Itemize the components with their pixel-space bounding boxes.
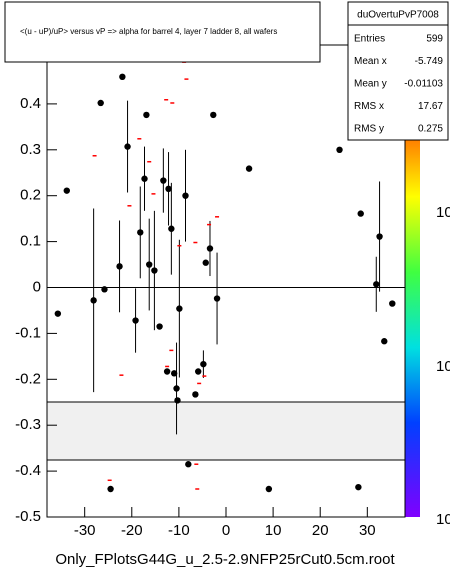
- y-tick-label: 0.4: [20, 95, 41, 112]
- point: [213, 295, 221, 302]
- point: [357, 210, 364, 217]
- point: [355, 483, 362, 491]
- point: [151, 267, 158, 274]
- point: [107, 485, 114, 493]
- point: [97, 99, 104, 107]
- point: [373, 281, 380, 288]
- stats-value: 0.275: [418, 124, 443, 135]
- point: [160, 177, 167, 184]
- x-tick-label: -30: [74, 522, 96, 539]
- stats-label: Mean y: [354, 79, 387, 90]
- footer: Only_FPlotsG44G_u_2.5-2.9NFP25rCut0.5cm.…: [55, 551, 395, 568]
- stats-value: -5.749: [415, 56, 444, 67]
- y-tick-label: 0: [33, 278, 41, 295]
- point: [336, 146, 343, 153]
- point: [141, 175, 148, 182]
- y-tick-label: -0.3: [15, 416, 41, 433]
- title-box: [4, 1, 321, 63]
- point: [200, 360, 207, 368]
- overlay-box: [46, 401, 406, 461]
- x-tick-label: -10: [168, 522, 190, 539]
- stats-name: duOvertuPvP7008: [357, 10, 439, 21]
- x-tick-label: 0: [222, 522, 230, 539]
- point: [90, 297, 97, 304]
- y-tick-label: -0.2: [15, 370, 41, 387]
- point: [265, 485, 273, 493]
- palette-label: 10: [436, 204, 450, 221]
- x-tick-label: 30: [359, 522, 376, 539]
- x-tick-label: 10: [265, 522, 282, 539]
- y-tick-label: 0.3: [20, 141, 41, 158]
- point: [206, 245, 214, 252]
- point: [143, 111, 150, 119]
- point: [116, 263, 123, 270]
- stats-value: -0.01103: [404, 79, 443, 90]
- point: [381, 338, 388, 345]
- stats-label: Mean x: [354, 56, 387, 67]
- y-tick-label: -0.5: [15, 508, 41, 525]
- point: [124, 143, 131, 150]
- y-tick-label: -0.4: [15, 462, 41, 479]
- stats-label: RMS y: [354, 124, 384, 135]
- point: [245, 165, 253, 172]
- point: [54, 310, 62, 317]
- palette-label: 10: [436, 511, 450, 528]
- point: [202, 259, 209, 266]
- palette: [405, 140, 420, 517]
- x-tick-label: -20: [121, 522, 143, 539]
- point: [185, 461, 192, 468]
- point: [182, 192, 189, 199]
- point: [389, 300, 396, 307]
- point: [163, 368, 171, 375]
- point: [174, 397, 181, 404]
- point: [173, 385, 180, 392]
- palette-label: 10: [436, 358, 450, 375]
- stats-value: 17.67: [418, 101, 443, 112]
- point: [376, 233, 383, 240]
- y-tick-label: 0.2: [20, 187, 41, 204]
- point: [63, 187, 70, 194]
- point: [146, 261, 153, 268]
- y-tick-label: -0.1: [15, 324, 41, 341]
- point: [192, 391, 199, 398]
- point: [119, 73, 126, 81]
- chart-title: <(u - uP)/uP> versus vP => alpha for bar…: [20, 27, 277, 36]
- point: [170, 370, 178, 377]
- y-tick-label: 0.1: [20, 233, 41, 250]
- point: [165, 185, 172, 193]
- x-tick-label: 20: [312, 522, 329, 539]
- stats-value: 599: [426, 34, 443, 45]
- point: [176, 305, 183, 312]
- point: [132, 317, 139, 324]
- stats-label: RMS x: [354, 101, 384, 112]
- point: [101, 286, 108, 293]
- stats-box: [347, 1, 449, 141]
- point: [156, 323, 163, 330]
- point: [210, 111, 217, 119]
- point: [195, 368, 202, 375]
- stats-label: Entries: [354, 34, 385, 45]
- point: [137, 229, 144, 236]
- point: [168, 225, 175, 232]
